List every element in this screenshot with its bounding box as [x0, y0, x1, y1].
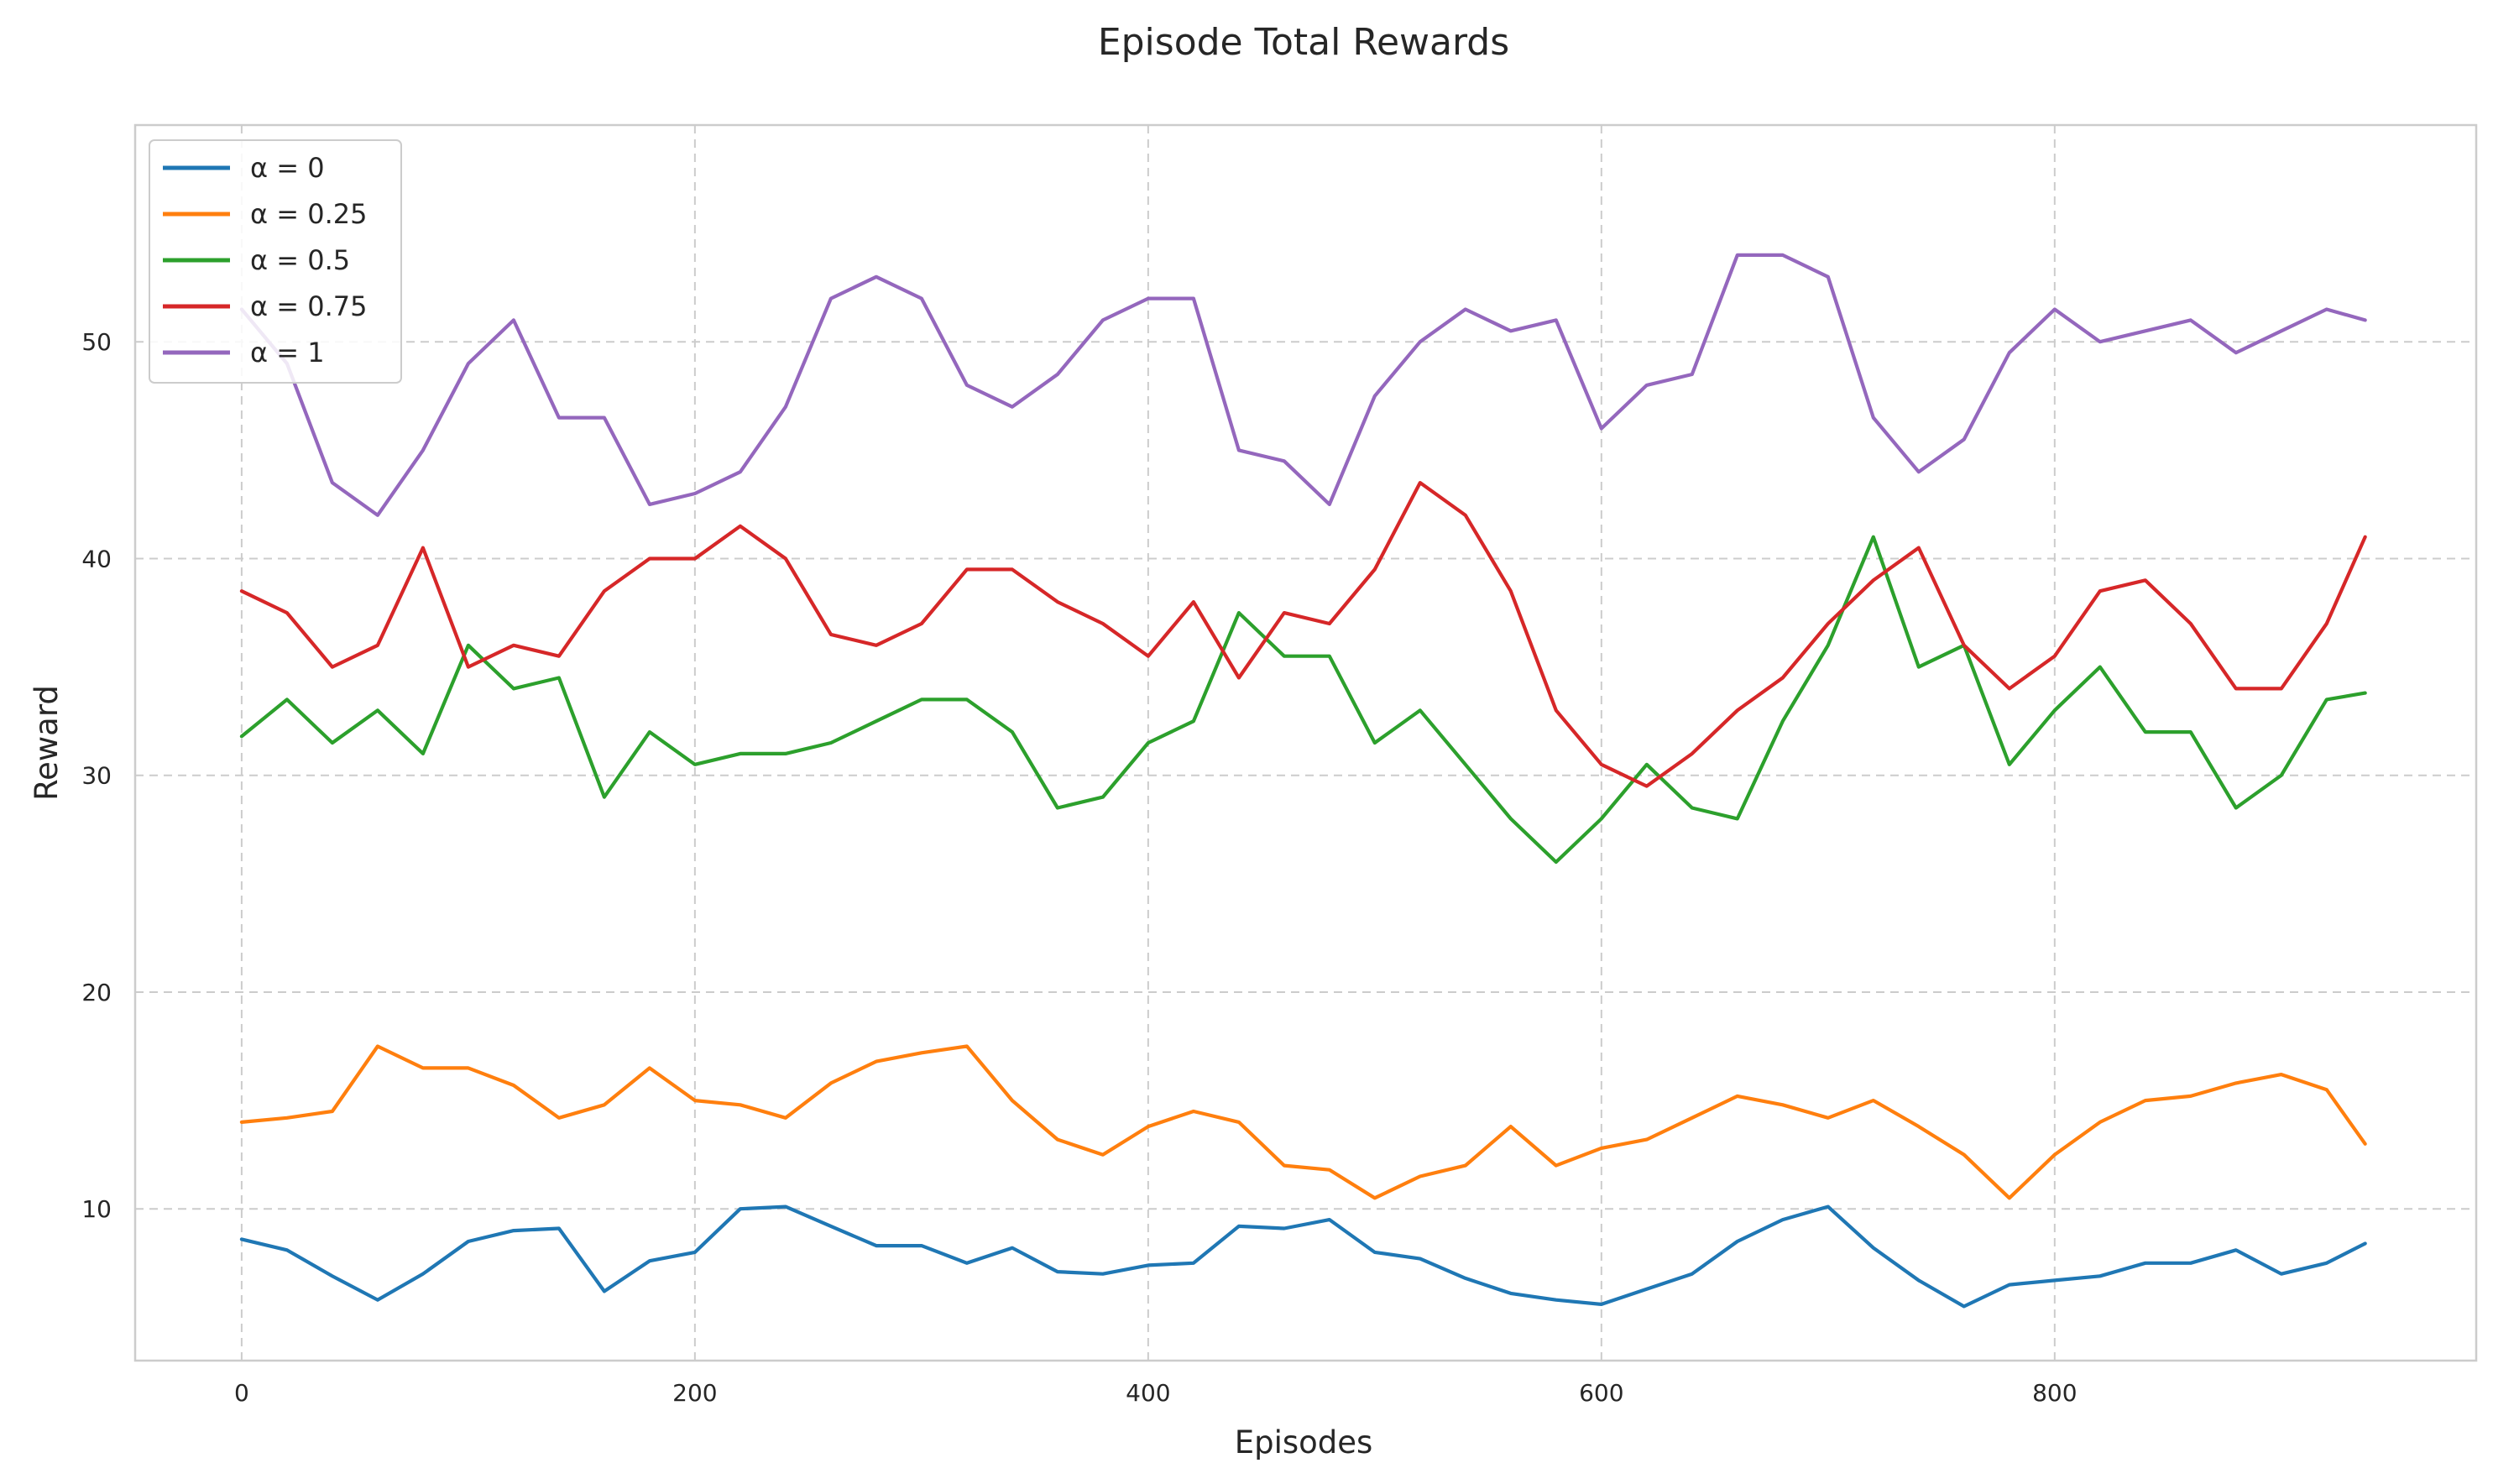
x-tick-label: 200: [672, 1379, 717, 1407]
legend-label-2: α = 0.5: [250, 244, 350, 276]
y-tick-label: 50: [81, 328, 112, 356]
legend-box: [149, 139, 402, 384]
legend-label-3: α = 0.75: [250, 290, 368, 322]
x-axis-label: Episodes: [1235, 1424, 1373, 1460]
x-tick-label: 0: [234, 1379, 249, 1407]
series-line-3: [239, 481, 2367, 788]
grid-lines: [135, 125, 2476, 1361]
plot-frame: [133, 123, 2478, 1362]
series-lines: [239, 253, 2367, 1309]
series-line-4: [239, 253, 2367, 517]
legend-label-4: α = 1: [250, 337, 325, 368]
y-axis-label: Reward: [29, 685, 65, 801]
y-tick-label: 30: [81, 762, 112, 790]
series-line-1: [239, 1044, 2367, 1200]
legend-label-0: α = 0: [250, 152, 325, 184]
y-axis-ticks: 10 20 30 40 50: [81, 328, 112, 1223]
y-tick-label: 10: [81, 1195, 112, 1223]
y-tick-label: 40: [81, 545, 112, 572]
series-line-0: [239, 1204, 2367, 1309]
series-line-2: [239, 535, 2367, 865]
legend-label-1: α = 0.25: [250, 198, 368, 230]
chart-title: Episode Total Rewards: [1098, 21, 1509, 64]
x-axis-ticks: 0 200 400 600 800: [234, 1379, 2078, 1407]
x-tick-label: 800: [2032, 1379, 2077, 1407]
x-tick-label: 600: [1579, 1379, 1623, 1407]
y-tick-label: 20: [81, 979, 112, 1006]
legend: α = 0 α = 0.25 α = 0.5 α = 0.75 α = 1: [149, 139, 402, 384]
x-tick-label: 400: [1126, 1379, 1170, 1407]
